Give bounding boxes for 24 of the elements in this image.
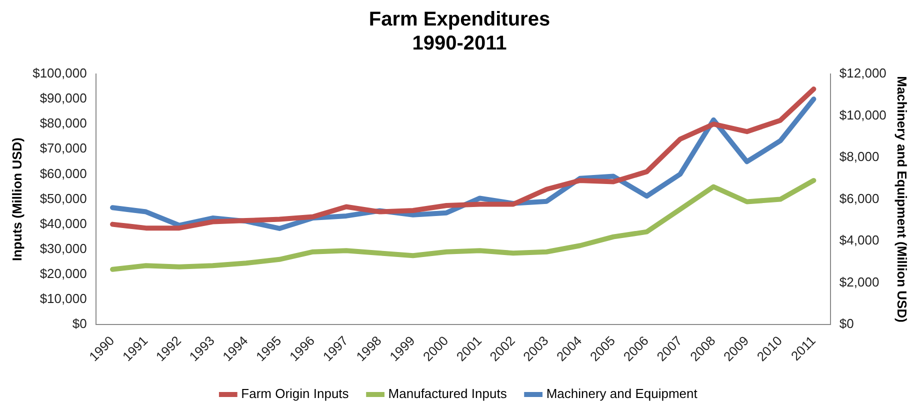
legend-label: Machinery and Equipment	[546, 386, 698, 402]
y-tick-label: $50,000	[40, 190, 87, 206]
y2-axis-title: Machinery and Equipment (Million USD)	[894, 76, 910, 322]
y-tick-label: $0	[72, 316, 87, 332]
y2-tick-label: $10,000	[839, 107, 886, 122]
y2-tick-label: $0	[839, 316, 854, 332]
y2-tick-label: $4,000	[839, 232, 880, 248]
legend-label: Farm Origin Inputs	[241, 386, 350, 402]
y2-tick-label: $2,000	[839, 274, 880, 290]
chart-title: Farm Expenditures 1990-2011	[368, 8, 550, 55]
y2-tick-label: $12,000	[839, 66, 886, 81]
y-tick-label: $60,000	[40, 166, 87, 181]
y-tick-label: $80,000	[40, 116, 87, 131]
y-tick-label: $100,000	[32, 66, 87, 81]
y-tick-label: $90,000	[40, 90, 87, 106]
y-tick-label: $40,000	[40, 216, 87, 231]
y-tick-label: $70,000	[40, 140, 87, 156]
y2-tick-label: $6,000	[839, 190, 880, 206]
y-tick-label: $30,000	[40, 240, 87, 256]
legend-label: Manufactured Inputs	[388, 386, 508, 402]
y-axis-title: Inputs (Million USD)	[9, 138, 24, 261]
y-tick-label: $10,000	[40, 291, 87, 306]
y-tick-label: $20,000	[40, 266, 87, 281]
y2-tick-label: $8,000	[839, 149, 880, 164]
